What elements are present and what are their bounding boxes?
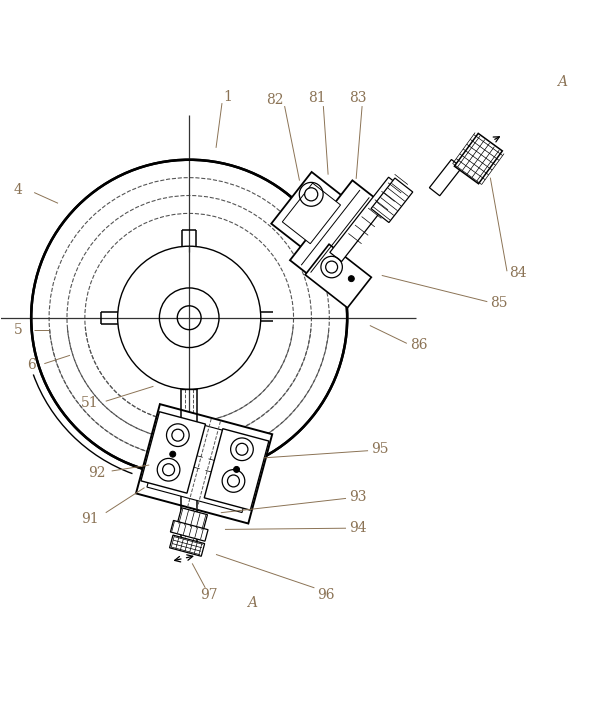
Circle shape [326, 261, 338, 273]
Polygon shape [271, 172, 352, 255]
Polygon shape [147, 415, 261, 513]
Text: 1: 1 [223, 90, 232, 104]
Circle shape [162, 463, 174, 476]
Text: A: A [247, 596, 257, 610]
Circle shape [305, 188, 317, 201]
Circle shape [172, 429, 184, 441]
Polygon shape [171, 520, 208, 541]
Circle shape [349, 276, 354, 282]
Polygon shape [170, 535, 205, 556]
Text: 5: 5 [14, 323, 22, 337]
Polygon shape [141, 411, 205, 493]
Polygon shape [455, 133, 503, 184]
Polygon shape [330, 178, 400, 262]
Polygon shape [429, 160, 462, 196]
Text: 91: 91 [81, 512, 98, 525]
Circle shape [234, 466, 240, 473]
Text: 85: 85 [491, 296, 508, 310]
Polygon shape [290, 180, 380, 282]
Polygon shape [282, 183, 341, 244]
Text: 93: 93 [349, 490, 367, 503]
Polygon shape [305, 245, 371, 308]
Circle shape [228, 475, 240, 487]
Text: 94: 94 [349, 521, 367, 535]
Text: 84: 84 [509, 266, 527, 280]
Text: 92: 92 [88, 466, 105, 480]
Text: 82: 82 [266, 93, 283, 107]
Text: 96: 96 [317, 588, 335, 602]
Text: 6: 6 [27, 359, 35, 372]
Circle shape [236, 443, 248, 455]
Text: 97: 97 [200, 588, 217, 602]
Text: 81: 81 [308, 91, 326, 106]
Text: 95: 95 [371, 442, 389, 456]
Text: 51: 51 [81, 396, 98, 410]
Text: 86: 86 [410, 337, 428, 352]
Text: 83: 83 [349, 91, 367, 106]
Circle shape [170, 451, 176, 457]
Polygon shape [136, 404, 272, 523]
Polygon shape [204, 429, 269, 511]
Text: 4: 4 [14, 183, 23, 197]
Circle shape [31, 160, 347, 476]
Polygon shape [371, 178, 413, 222]
Polygon shape [177, 508, 207, 531]
Text: A: A [557, 76, 567, 89]
